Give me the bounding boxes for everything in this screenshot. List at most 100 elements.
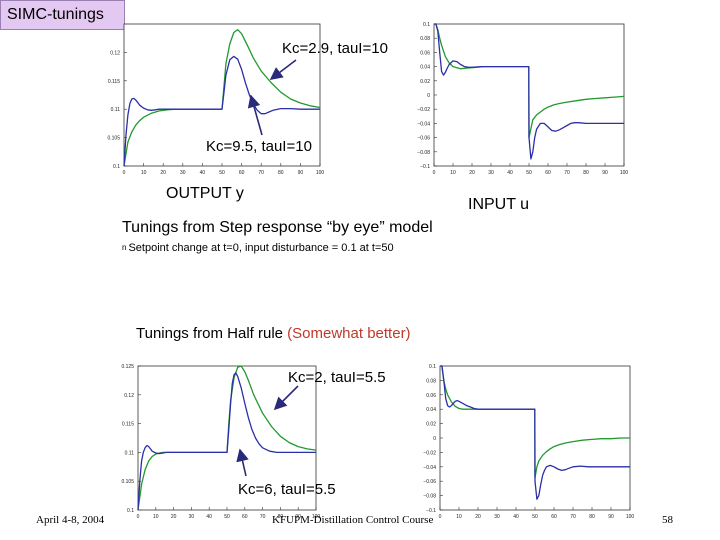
- y-tick-label: 0.115: [122, 422, 134, 428]
- x-tick-label: 80: [583, 170, 589, 176]
- footer-date: April 4-8, 2004: [36, 514, 105, 526]
- input-label: INPUT u: [468, 196, 530, 213]
- x-tick-label: 50: [219, 170, 225, 176]
- x-tick-label: 40: [206, 514, 212, 520]
- output-label: OUTPUT y: [166, 185, 244, 202]
- x-tick-label: 10: [141, 170, 147, 176]
- y-tick-label: 0.04: [426, 407, 436, 413]
- x-tick-label: 40: [200, 170, 206, 176]
- annotation-top-blue: Kc=9.5, tauI=10: [206, 138, 312, 155]
- annotation-top-green: Kc=2.9, tauI=10: [282, 40, 388, 57]
- annotation-bottom-green: Kc=2, tauI=5.5: [288, 369, 386, 386]
- x-tick-label: 90: [608, 514, 614, 520]
- y-tick-label: 0.105: [121, 479, 134, 485]
- y-tick-label: 0.125: [121, 364, 134, 370]
- y-tick-label: 0.12: [110, 50, 120, 56]
- top-output-chart: 0 10 20 30 40 50 60 70 80 90 100 0.1 0.105 0.11 0.115 0…: [107, 23, 325, 176]
- x-tick-label: 70: [258, 170, 264, 176]
- y-tick-label: −0.02: [423, 450, 436, 456]
- x-tick-label: 60: [242, 514, 248, 520]
- x-tick-label: 30: [488, 170, 494, 176]
- y-tick-label: 0.1: [423, 22, 430, 28]
- x-tick-label: 50: [532, 514, 538, 520]
- top-input-chart: 0 10 20 30 40 50 60 70 80 90 100 −0.1 −0.08 −0.06 −0.0…: [417, 22, 629, 176]
- y-tick-label: −0.04: [423, 465, 436, 471]
- y-tick-label: −0.1: [420, 164, 430, 170]
- x-tick-label: 40: [513, 514, 519, 520]
- bottom-output-chart: 0 10 20 30 40 50 60 70 80 90 100 0.1 0.105 0.11 0.115 0…: [121, 364, 321, 520]
- x-tick-label: 70: [570, 514, 576, 520]
- x-tick-label: 80: [278, 514, 284, 520]
- x-tick-label: 0: [439, 514, 442, 520]
- x-tick-label: 20: [475, 514, 481, 520]
- x-tick-label: 90: [295, 514, 301, 520]
- plot-frame: [137, 365, 317, 511]
- x-tick-label: 10: [153, 514, 159, 520]
- bullet-text: Setpoint change at t=0, input disturbanc…: [128, 242, 394, 254]
- y-tick-label: 0.1: [113, 164, 120, 170]
- x-tick-label: 90: [298, 170, 304, 176]
- x-tick-label: 0: [123, 170, 126, 176]
- y-tick-label: 0.06: [426, 393, 436, 399]
- x-tick-label: 50: [526, 170, 532, 176]
- y-tick-label: 0.02: [420, 79, 430, 85]
- x-tick-label: 30: [494, 514, 500, 520]
- y-tick-label: 0: [433, 436, 436, 442]
- x-tick-label: 70: [260, 514, 266, 520]
- y-tick-label: 0.08: [420, 36, 430, 42]
- x-tick-label: 90: [602, 170, 608, 176]
- y-tick-label: 0.1: [127, 508, 134, 514]
- x-tick-label: 20: [160, 170, 166, 176]
- y-tick-label: 0: [427, 93, 430, 99]
- y-tick-label: −0.08: [417, 150, 430, 156]
- y-tick-label: −0.04: [417, 121, 430, 127]
- y-tick-label: 0.105: [107, 136, 120, 142]
- x-tick-label: 70: [564, 170, 570, 176]
- x-tick-label: 80: [278, 170, 284, 176]
- x-tick-label: 60: [239, 170, 245, 176]
- x-tick-label: 30: [180, 170, 186, 176]
- arrow-bottom-green: [273, 385, 299, 411]
- y-tick-label: 0.08: [426, 378, 436, 384]
- y-tick-label: 0.1: [429, 364, 436, 370]
- y-tick-label: 0.11: [125, 450, 135, 456]
- x-tick-label: 60: [551, 514, 557, 520]
- x-tick-label: 100: [620, 170, 629, 176]
- x-tick-label: 10: [450, 170, 456, 176]
- footer-course: KFUPM-Distillation Control Course: [272, 514, 434, 526]
- arrow-top-green: [269, 59, 297, 80]
- x-tick-label: 100: [312, 514, 321, 520]
- x-tick-label: 20: [469, 170, 475, 176]
- arrow-top-blue: [247, 94, 263, 136]
- y-tick-label: 0.12: [124, 393, 134, 399]
- plot-frame: [123, 23, 321, 167]
- y-tick-label: −0.06: [417, 136, 430, 142]
- x-tick-label: 50: [224, 514, 230, 520]
- x-tick-label: 100: [316, 170, 325, 176]
- series-line: [137, 372, 316, 511]
- caption-half-rule-note: (Somewhat better): [287, 325, 411, 342]
- bottom-input-chart: 0 10 20 30 40 50 60 70 80 90 100 −0.1 −0.08 −0.06 −0.0…: [423, 364, 635, 520]
- caption-half-rule: Tunings from Half rule (Somewhat better): [136, 325, 411, 342]
- x-tick-label: 100: [626, 514, 635, 520]
- y-tick-label: −0.1: [426, 508, 436, 514]
- series-line: [440, 365, 630, 500]
- x-tick-label: 20: [171, 514, 177, 520]
- series-line: [434, 23, 624, 160]
- y-tick-label: −0.08: [423, 494, 436, 500]
- footer-page-number: 58: [662, 514, 673, 526]
- caption-step-response: Tunings from Step response “by eye” mode…: [122, 219, 433, 236]
- series-line: [123, 55, 320, 167]
- y-tick-label: 0.115: [108, 79, 120, 85]
- bullet-setpoint: n Setpoint change at t=0, input disturban…: [122, 242, 394, 254]
- annotation-bottom-blue: Kc=6, tauI=5.5: [238, 481, 336, 498]
- y-tick-label: −0.02: [417, 107, 430, 113]
- y-tick-label: 0.06: [420, 50, 430, 56]
- y-tick-label: 0.11: [111, 107, 121, 113]
- slide-title: SIMC-tunings: [0, 0, 125, 30]
- y-tick-label: −0.06: [423, 479, 436, 485]
- bullet-marker: n: [122, 243, 127, 252]
- x-tick-label: 30: [189, 514, 195, 520]
- caption-half-rule-text: Tunings from Half rule: [136, 325, 288, 342]
